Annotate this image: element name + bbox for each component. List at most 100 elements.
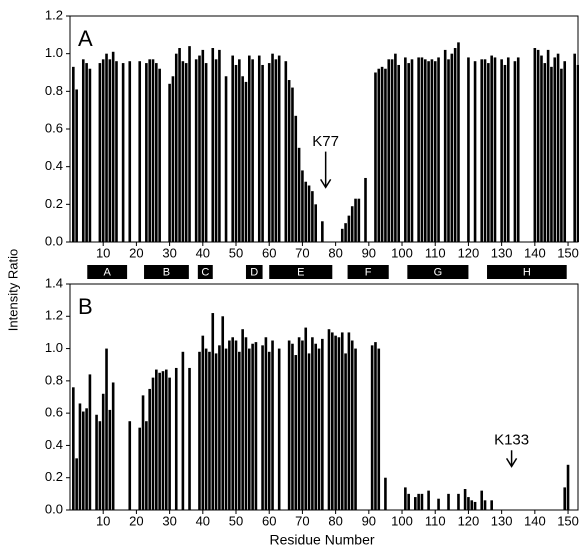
bar — [128, 61, 132, 243]
x-tick-label: 30 — [162, 245, 176, 260]
bar — [128, 421, 132, 510]
bar — [470, 500, 474, 510]
bar — [88, 68, 92, 242]
bar — [467, 57, 470, 242]
bar — [88, 374, 92, 510]
x-tick-label: 30 — [162, 513, 176, 528]
bar — [201, 49, 205, 243]
bar — [231, 55, 234, 242]
bar — [178, 48, 181, 243]
bar — [480, 490, 484, 510]
bar — [155, 369, 158, 510]
bar — [560, 68, 563, 242]
bar — [473, 61, 477, 243]
y-tick-label: 0.6 — [45, 405, 63, 420]
bar — [101, 59, 105, 242]
bar — [410, 59, 414, 242]
bar — [267, 63, 271, 243]
bar — [238, 59, 241, 242]
x-tick-label: 60 — [262, 513, 276, 528]
region-label: D — [250, 266, 258, 278]
bar — [208, 351, 211, 510]
bar — [241, 76, 244, 243]
region-label: F — [365, 266, 372, 278]
bar — [228, 340, 231, 510]
structure-region — [144, 265, 189, 279]
bar — [573, 53, 576, 242]
bar — [98, 421, 102, 510]
y-tick-label: 1.0 — [45, 340, 63, 355]
bar — [427, 61, 430, 243]
x-tick-label: 150 — [557, 245, 579, 260]
bar — [297, 337, 301, 510]
bar — [171, 76, 175, 243]
bar — [174, 53, 178, 242]
bar — [304, 327, 308, 510]
bar — [354, 348, 357, 510]
bar — [238, 351, 241, 510]
bar — [337, 337, 341, 510]
region-label: B — [163, 266, 170, 278]
y-tick-label: 0.8 — [45, 83, 63, 98]
bar — [108, 409, 112, 510]
bar — [72, 387, 75, 510]
bar — [251, 343, 254, 510]
bar — [321, 338, 324, 510]
bar — [291, 87, 294, 242]
bar — [198, 351, 201, 510]
bar — [513, 61, 517, 243]
bar — [244, 81, 248, 243]
bar — [437, 57, 440, 242]
bar — [115, 61, 118, 243]
x-tick-label: 10 — [96, 245, 110, 260]
bar — [287, 80, 291, 243]
bar — [188, 367, 191, 510]
bar — [437, 498, 440, 510]
region-label: C — [201, 266, 209, 278]
x-tick-label: 100 — [391, 245, 413, 260]
bar — [145, 63, 148, 243]
structure-region — [87, 265, 128, 279]
bar — [543, 63, 547, 243]
structure-region — [407, 265, 469, 279]
bar — [311, 191, 314, 242]
bar — [251, 59, 254, 242]
bar — [271, 53, 274, 242]
x-tick-label: 110 — [425, 245, 446, 260]
bar — [447, 493, 450, 510]
bar — [204, 348, 208, 510]
bar — [138, 61, 142, 243]
bar — [331, 332, 334, 510]
region-label: G — [434, 266, 443, 278]
bar — [294, 355, 298, 510]
bar — [148, 59, 151, 242]
bar — [347, 215, 351, 242]
bar — [483, 500, 487, 510]
bar — [174, 367, 178, 510]
x-tick-label: 140 — [524, 245, 546, 260]
bar — [404, 57, 407, 242]
bar — [81, 59, 85, 242]
x-tick-label: 150 — [557, 513, 579, 528]
bar — [111, 382, 115, 510]
bar — [234, 64, 238, 242]
bar — [108, 59, 112, 242]
bar — [377, 348, 381, 510]
bar — [98, 63, 102, 243]
y-tick-label: 1.0 — [45, 45, 63, 60]
y-tick-label: 0.4 — [45, 158, 63, 173]
bar — [95, 414, 98, 510]
bar — [536, 49, 540, 243]
panel-label: A — [78, 26, 93, 51]
bar — [141, 395, 145, 510]
bar — [158, 68, 161, 242]
bar — [287, 340, 291, 510]
x-tick-label: 40 — [196, 513, 210, 528]
x-tick-label: 100 — [391, 513, 413, 528]
bar — [566, 464, 570, 510]
bar — [483, 59, 487, 242]
bar — [307, 185, 311, 242]
bar — [314, 204, 317, 242]
bar — [105, 348, 108, 510]
y-tick-label: 0.8 — [45, 372, 63, 387]
